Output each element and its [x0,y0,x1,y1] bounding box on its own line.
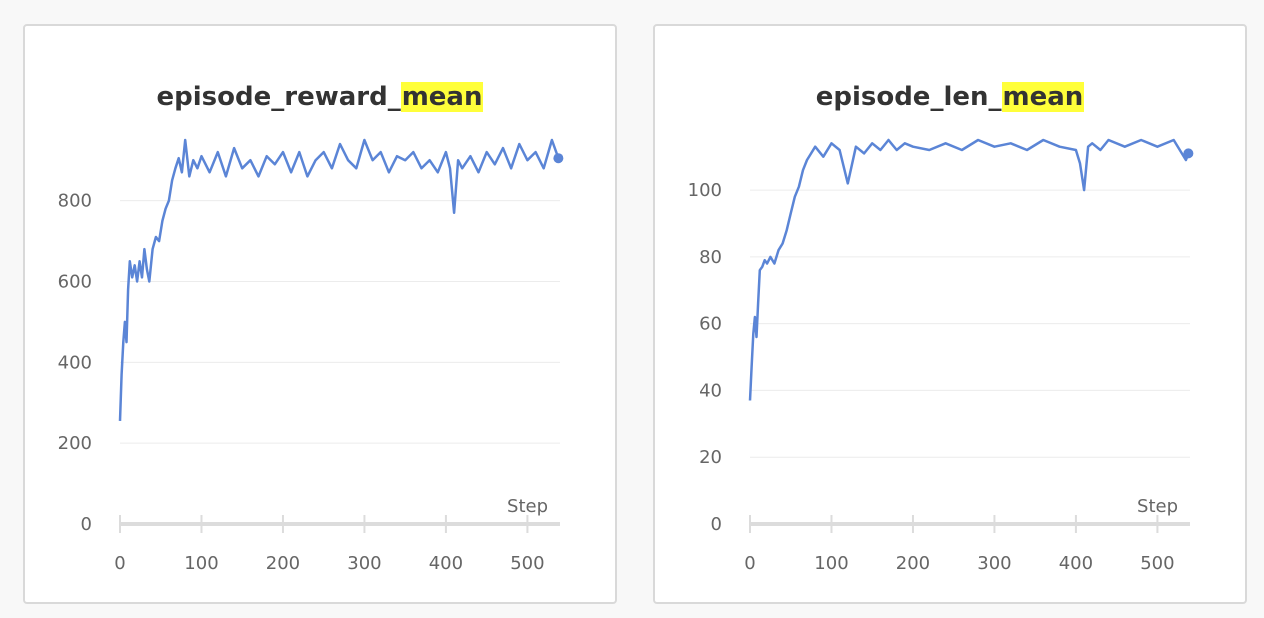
x-tick-label: 300 [347,553,381,574]
y-tick-label: 400 [58,352,92,373]
x-tick-label: 200 [266,553,300,574]
series-line [748,138,1190,401]
chart-title-text: episode_len_ [815,82,1002,112]
series-line [118,138,560,421]
x-tick-label: 100 [184,553,218,574]
y-tick-label: 40 [699,380,722,401]
series-end-point [553,153,564,164]
y-tick-label: 60 [699,314,722,335]
x-tick-label: 100 [814,553,848,574]
line-chart-episode-len-mean: 0 20 40 60 80 100 0 100 200 300 400 500 Step [688,138,1194,574]
y-tick-label: 600 [58,271,92,292]
x-tick-label: 0 [744,553,755,574]
x-axis-label: Step [1137,496,1178,517]
x-axis-label: Step [507,496,548,517]
y-tick-label: 20 [699,447,722,468]
chart-title-text: episode_reward_ [156,82,401,112]
chart-title: episode_len_mean [655,80,1245,114]
x-tick-label: 400 [1059,553,1093,574]
x-tick-label: 500 [510,553,544,574]
y-tick-label: 800 [58,191,92,212]
x-tick-label: 200 [896,553,930,574]
y-tick-label: 80 [699,247,722,268]
x-tick-label: 400 [429,553,463,574]
line-chart-episode-reward-mean: 0 200 400 600 800 0 100 200 300 400 500 Step [58,138,564,574]
x-tick-label: 500 [1140,553,1174,574]
y-tick-label: 0 [81,514,92,535]
y-tick-label: 0 [711,514,722,535]
chart-title-highlight: mean [1001,82,1085,112]
chart-title: episode_reward_mean [25,80,615,114]
x-tick-label: 0 [114,553,125,574]
chart-panel-episode-reward-mean: episode_reward_mean 0 200 400 600 800 0 100 200… [23,24,617,604]
x-tick-label: 300 [977,553,1011,574]
chart-panel-episode-len-mean: episode_len_mean 0 20 40 60 80 100 0 100 200 300 4… [653,24,1247,604]
series-end-point [1183,148,1194,159]
chart-title-highlight: mean [400,82,484,112]
y-tick-label: 100 [688,180,722,201]
y-tick-label: 200 [58,433,92,454]
